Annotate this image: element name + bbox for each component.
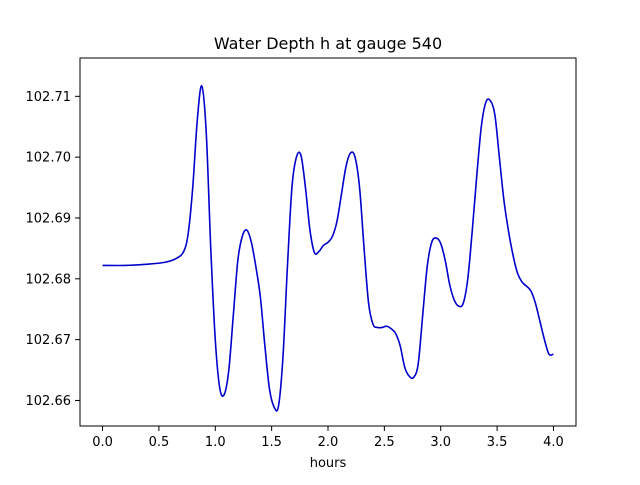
y-axis: 102.66 102.67 102.68 102.69 102.70 102.71 bbox=[26, 90, 80, 409]
series-line bbox=[102, 85, 554, 412]
x-tick-label: 0.5 bbox=[149, 435, 170, 450]
y-tick-label: 102.70 bbox=[26, 151, 72, 166]
chart-title: Water Depth h at gauge 540 bbox=[214, 34, 442, 53]
x-tick-label: 3.0 bbox=[430, 435, 451, 450]
y-tick-label: 102.68 bbox=[26, 272, 72, 287]
x-axis: 0.0 0.5 1.0 1.5 2.0 2.5 3.0 3.5 4.0 bbox=[92, 426, 564, 450]
y-tick-label: 102.69 bbox=[26, 211, 72, 226]
x-tick-label: 1.0 bbox=[205, 435, 226, 450]
plot-area bbox=[102, 85, 554, 412]
x-axis-label: hours bbox=[310, 456, 347, 471]
x-tick-label: 1.5 bbox=[261, 435, 282, 450]
y-tick-label: 102.66 bbox=[26, 394, 72, 409]
y-tick-label: 102.71 bbox=[26, 90, 72, 105]
x-tick-label: 4.0 bbox=[543, 435, 564, 450]
x-tick-label: 3.5 bbox=[487, 435, 508, 450]
x-tick-label: 0.0 bbox=[92, 435, 113, 450]
y-tick-label: 102.67 bbox=[26, 333, 72, 348]
x-tick-label: 2.5 bbox=[374, 435, 395, 450]
x-tick-label: 2.0 bbox=[318, 435, 339, 450]
